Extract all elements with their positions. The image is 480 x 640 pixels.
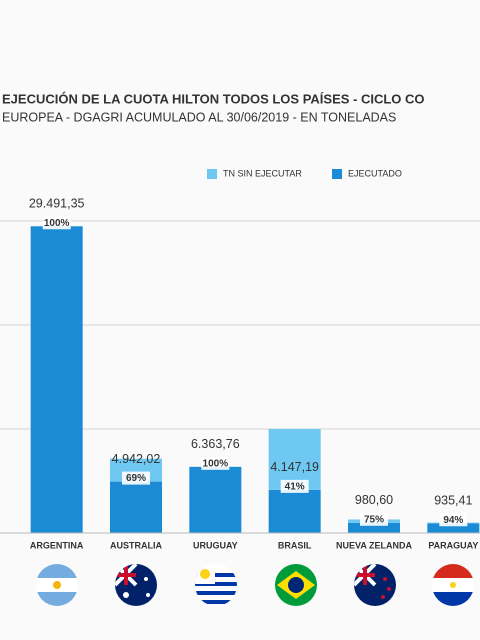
share-label: 69% xyxy=(126,473,146,484)
share-label-bg xyxy=(201,456,230,470)
x-tick-label: PARAGUAY xyxy=(428,540,478,550)
value-label: 4.942,02 xyxy=(112,452,161,466)
bar-segment xyxy=(110,481,162,533)
value-label: 980,60 xyxy=(355,493,393,507)
flag-paraguay xyxy=(432,564,474,606)
chart-subtitle: EUROPEA - DGAGRI ACUMULADO AL 30/06/2019… xyxy=(2,110,396,124)
value-label: 4.147,19 xyxy=(270,460,319,474)
x-tick-label: NUEVA ZELANDA xyxy=(336,540,412,550)
share-label: 41% xyxy=(285,482,305,493)
legend-swatch xyxy=(207,169,217,179)
legend-swatch xyxy=(332,169,342,179)
flag-australia xyxy=(115,564,157,606)
share-label-bg xyxy=(42,216,71,230)
flag-argentina xyxy=(36,564,78,606)
share-label: 94% xyxy=(443,515,463,526)
share-label-bg xyxy=(280,479,309,493)
x-tick-label: AUSTRALIA xyxy=(110,540,162,550)
x-tick-label: URUGUAY xyxy=(193,540,238,550)
x-tick-label: ARGENTINA xyxy=(30,540,84,550)
legend-label: TN SIN EJECUTAR xyxy=(223,168,302,178)
bar-segment xyxy=(268,428,321,490)
bar-segment xyxy=(268,489,321,533)
bar-segment xyxy=(348,522,400,533)
share-label-bg xyxy=(360,512,388,526)
share-label: 100% xyxy=(44,218,70,229)
bar-segment xyxy=(189,466,242,533)
x-tick-label: BRASIL xyxy=(278,540,312,550)
bar-segment xyxy=(30,226,83,533)
value-label: 6.363,76 xyxy=(191,437,240,451)
share-label-bg xyxy=(439,513,468,527)
share-label-bg xyxy=(122,471,150,485)
legend-label: EJECUTADO xyxy=(348,168,402,178)
bar-segment xyxy=(427,523,480,533)
share-label: 75% xyxy=(364,514,384,525)
flag-uruguay xyxy=(195,564,237,606)
flag-brasil xyxy=(275,564,317,606)
chart-title: EJECUCIÓN DE LA CUOTA HILTON TODOS LOS P… xyxy=(2,91,425,106)
flags xyxy=(36,564,474,606)
flag-nueva-zelanda xyxy=(354,564,396,606)
value-label: 29.491,35 xyxy=(29,197,85,211)
share-label: 100% xyxy=(203,458,229,469)
value-label: 935,41 xyxy=(434,494,472,508)
